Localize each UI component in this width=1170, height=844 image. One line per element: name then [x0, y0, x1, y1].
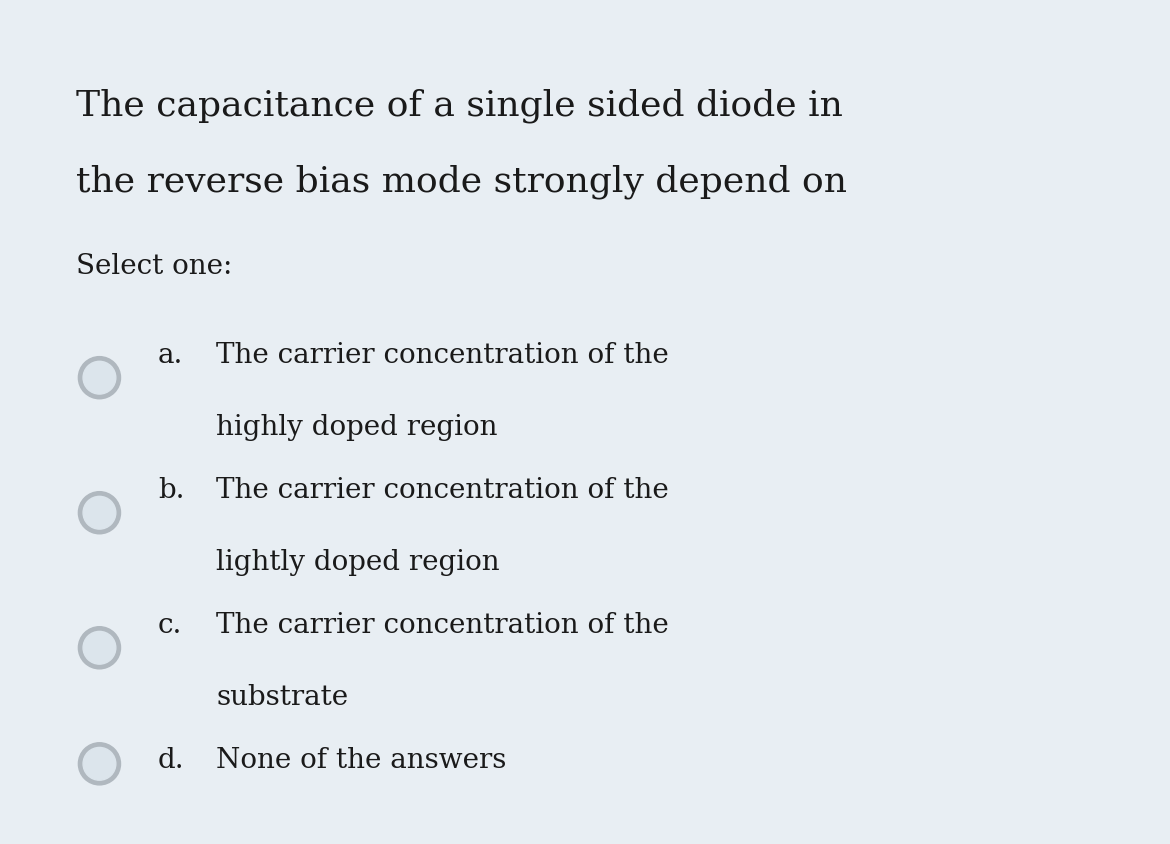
Ellipse shape	[83, 361, 116, 394]
Text: substrate: substrate	[216, 684, 349, 711]
Ellipse shape	[83, 631, 116, 664]
Text: The carrier concentration of the: The carrier concentration of the	[216, 612, 669, 639]
Text: a.: a.	[158, 342, 184, 369]
Text: Select one:: Select one:	[76, 253, 233, 280]
Text: The carrier concentration of the: The carrier concentration of the	[216, 342, 669, 369]
Text: b.: b.	[158, 477, 185, 504]
Text: None of the answers: None of the answers	[216, 747, 507, 774]
Text: lightly doped region: lightly doped region	[216, 549, 500, 576]
Text: c.: c.	[158, 612, 183, 639]
Ellipse shape	[83, 748, 116, 780]
Text: the reverse bias mode strongly depend on: the reverse bias mode strongly depend on	[76, 165, 847, 199]
Text: The capacitance of a single sided diode in: The capacitance of a single sided diode …	[76, 89, 842, 123]
Ellipse shape	[78, 627, 121, 668]
Text: highly doped region: highly doped region	[216, 414, 498, 441]
Text: The carrier concentration of the: The carrier concentration of the	[216, 477, 669, 504]
Text: d.: d.	[158, 747, 185, 774]
Ellipse shape	[78, 492, 121, 533]
Ellipse shape	[78, 743, 121, 785]
Ellipse shape	[78, 357, 121, 398]
Ellipse shape	[83, 496, 116, 529]
